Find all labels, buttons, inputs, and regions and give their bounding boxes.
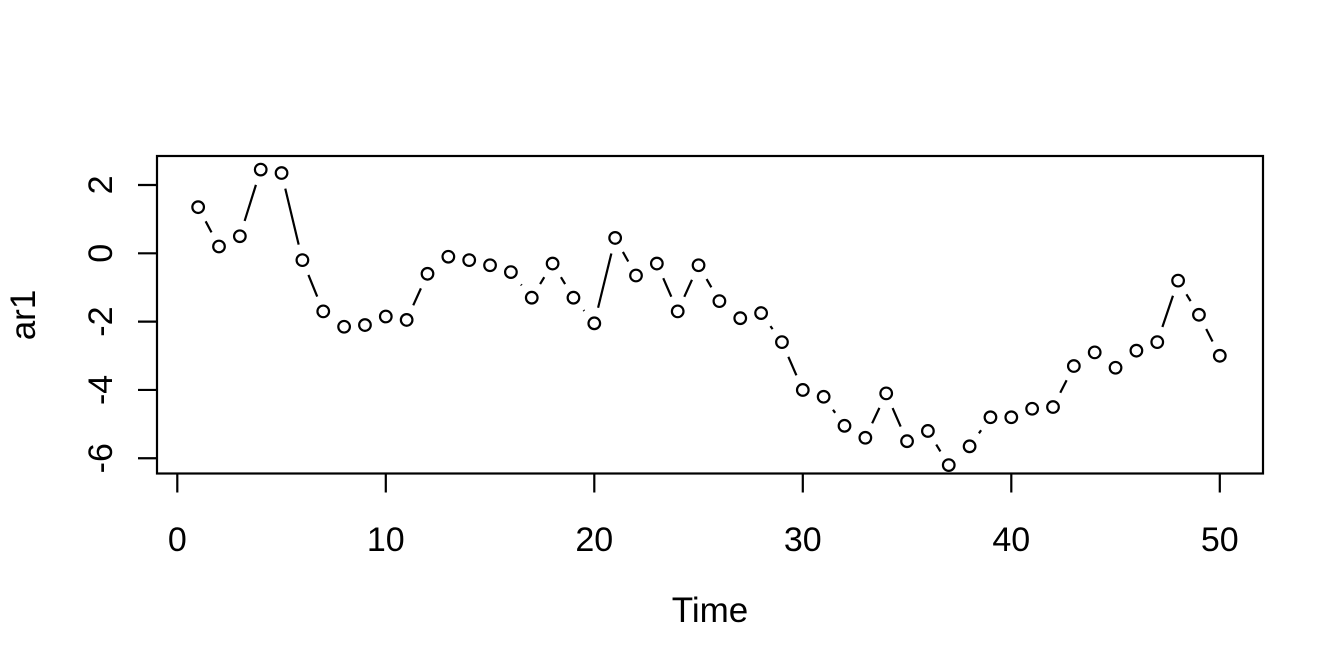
series-segment (871, 407, 881, 424)
plot-box (155, 154, 1265, 475)
data-point (1066, 359, 1081, 373)
data-point (941, 458, 956, 473)
series-segment (597, 253, 613, 309)
series-segment (243, 184, 257, 222)
data-point (608, 231, 623, 245)
data-point (629, 268, 643, 283)
y-tick-label: 2 (82, 176, 120, 195)
data-point (754, 306, 768, 320)
data-point (670, 304, 685, 319)
data-point (232, 229, 247, 244)
series-segment (683, 279, 693, 298)
data-point (1046, 400, 1060, 414)
data-point (253, 162, 268, 177)
series-segment (307, 274, 319, 297)
series-segment (662, 277, 673, 298)
data-point (316, 304, 331, 319)
series-segment (1185, 293, 1192, 302)
data-point (837, 418, 852, 433)
data-point (879, 386, 894, 401)
series-segment (559, 276, 567, 285)
data-point (1108, 360, 1123, 375)
y-tick-label: -2 (82, 307, 120, 337)
data-point (733, 311, 748, 326)
data-point (1171, 273, 1185, 288)
data-point (983, 410, 998, 425)
series-segment (520, 283, 523, 286)
y-tick-label: -6 (82, 443, 120, 473)
series-segment (284, 188, 300, 245)
data-point (1212, 348, 1227, 363)
x-tick-label: 0 (168, 521, 187, 559)
series-segment (582, 309, 586, 312)
data-point (566, 290, 581, 305)
data-point (545, 256, 560, 271)
data-point (274, 166, 289, 180)
series-segment (1059, 379, 1068, 394)
data-point (962, 439, 977, 454)
data-point (795, 383, 810, 397)
data-point (921, 424, 935, 438)
data-point (1087, 345, 1102, 360)
data-point (1025, 401, 1040, 416)
y-tick-label: 0 (82, 244, 120, 263)
data-point (900, 434, 914, 449)
data-point (649, 256, 664, 271)
data-point (1004, 410, 1019, 425)
series-segment (1205, 328, 1214, 343)
data-point (358, 318, 372, 332)
x-axis-title: Time (672, 591, 748, 630)
x-tick-label: 20 (575, 521, 613, 559)
data-point (524, 290, 539, 305)
series-segment (787, 356, 798, 376)
series-segment (891, 407, 902, 427)
x-tick-label: 40 (992, 521, 1030, 559)
data-point (462, 253, 477, 268)
series-segment (935, 444, 942, 453)
x-tick-label: 10 (367, 521, 405, 559)
data-point (337, 319, 352, 334)
series-segment (539, 276, 546, 285)
series-segment (412, 287, 422, 306)
data-point (712, 294, 727, 309)
data-point (441, 249, 456, 264)
data-point (295, 253, 310, 268)
series-segment (832, 409, 837, 414)
y-tick-label: -4 (82, 375, 120, 405)
data-point (1129, 343, 1144, 358)
data-point (191, 200, 206, 215)
series-segment (621, 251, 630, 263)
series-segment (705, 278, 713, 288)
data-point (587, 316, 602, 331)
series-segment (204, 220, 213, 233)
y-axis-title: ar1 (4, 290, 43, 341)
data-point (1150, 335, 1165, 350)
data-point (212, 239, 226, 254)
x-tick-label: 50 (1201, 521, 1239, 559)
data-point (1192, 307, 1206, 322)
series-segment (769, 325, 774, 330)
data-point (504, 265, 518, 279)
series-segment (978, 429, 983, 434)
data-point (483, 258, 497, 273)
data-point (378, 309, 393, 324)
data-point (816, 389, 831, 404)
data-point (858, 430, 873, 445)
data-point (775, 335, 789, 350)
data-point (420, 266, 435, 281)
data-point (691, 258, 706, 273)
x-tick-label: 30 (784, 521, 822, 559)
data-point (399, 313, 414, 327)
series-segment (1161, 295, 1175, 328)
